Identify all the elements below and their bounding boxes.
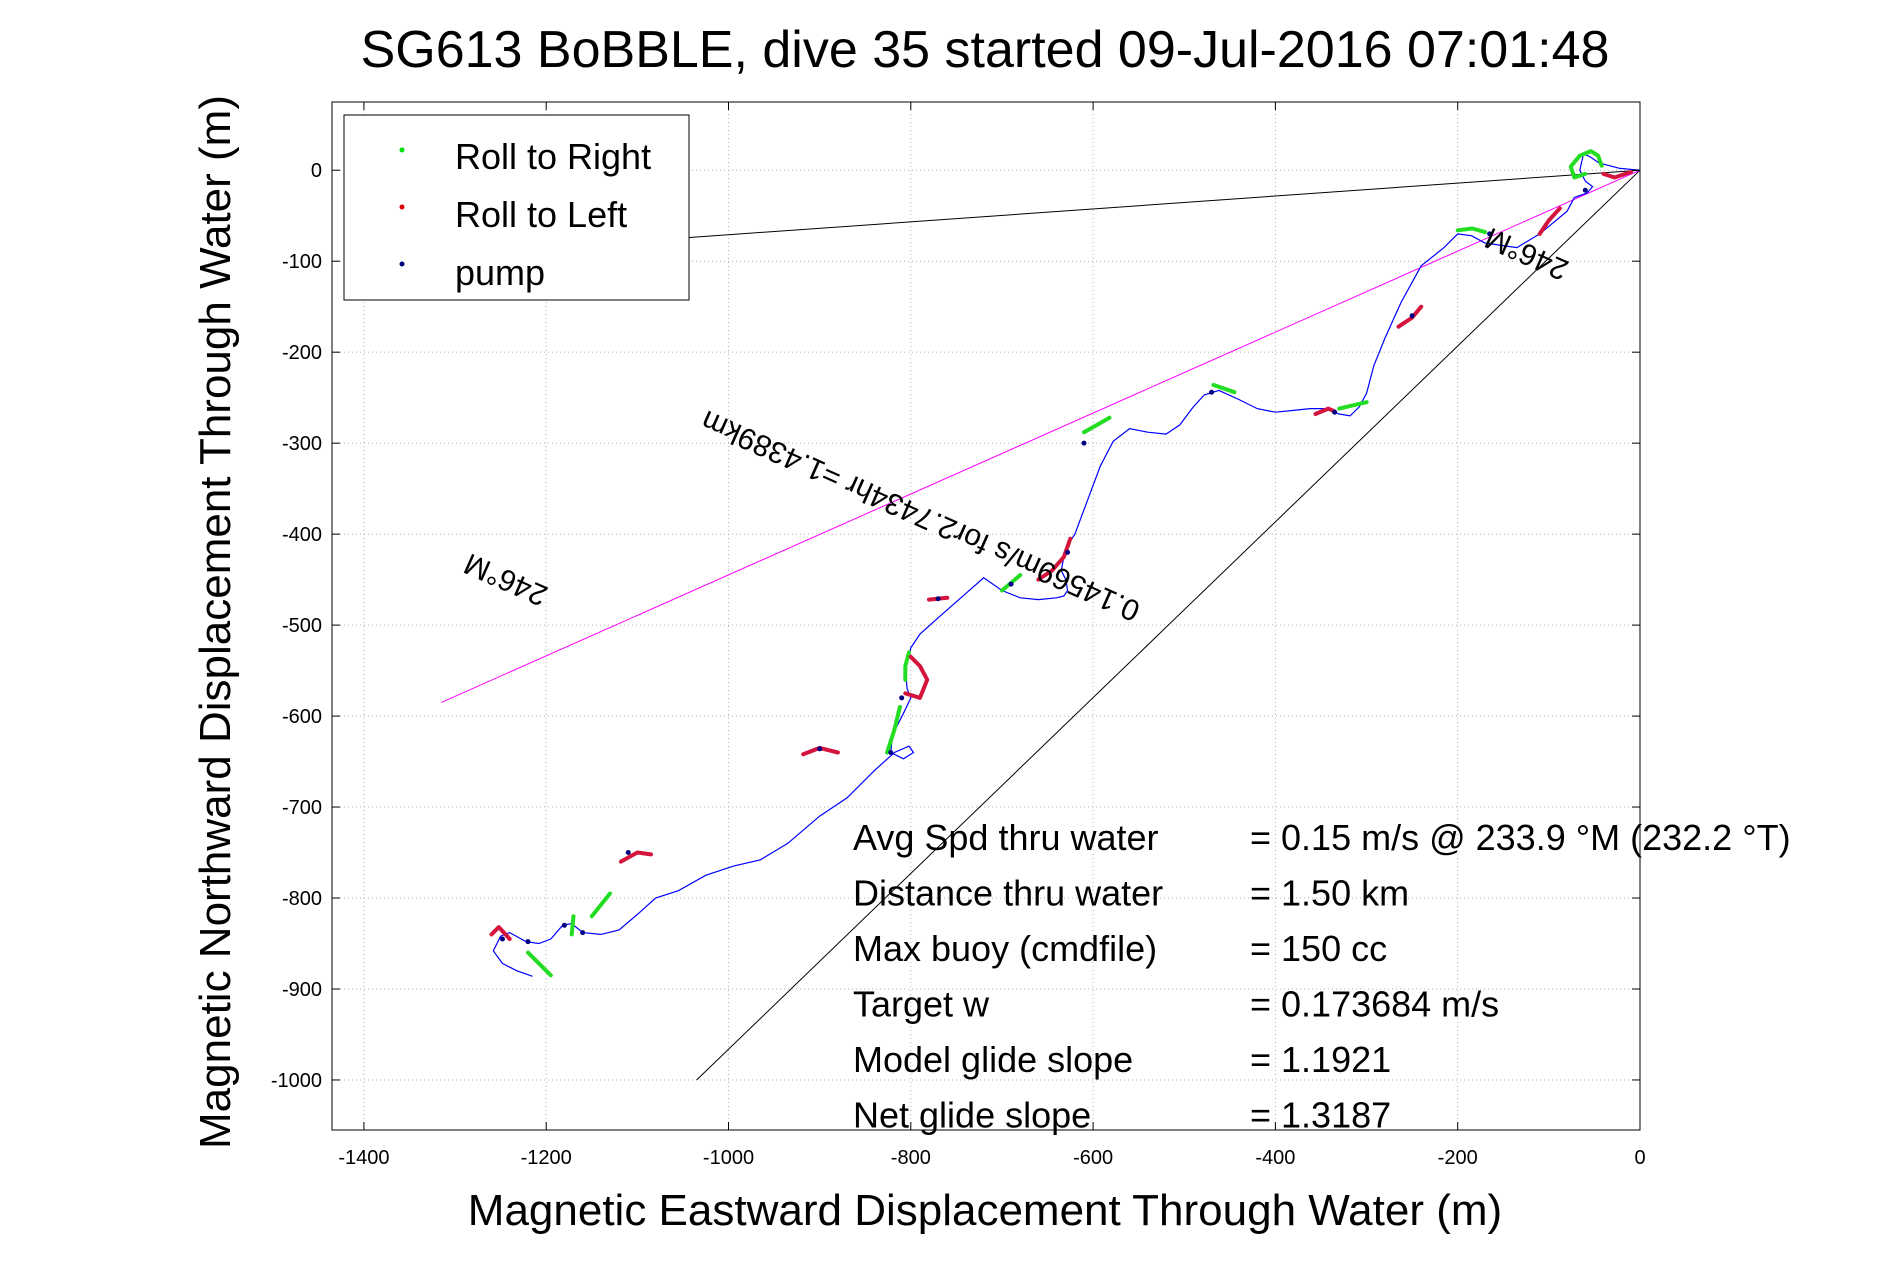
- roll-right-segment: [1211, 382, 1237, 395]
- pump-marker: [1332, 409, 1338, 415]
- pump-marker: [935, 596, 941, 602]
- y-tick-label: -200: [282, 342, 322, 364]
- pump-marker: [1209, 389, 1215, 395]
- x-ticks: -1400 -1200 -1000 -800 -600 -400 -200 0: [338, 102, 1646, 1169]
- y-tick-label: -500: [282, 615, 322, 637]
- y-axis-label: Magnetic Northward Displacement Through …: [191, 95, 240, 1149]
- track-line: [492, 153, 1640, 977]
- roll-right-segment: [1455, 226, 1487, 235]
- stat-value: = 1.3187: [1250, 1095, 1391, 1136]
- y-tick-label: -400: [282, 524, 322, 546]
- axes-frame: [331, 101, 1641, 1131]
- y-tick-label: -300: [282, 433, 322, 455]
- y-tick-label: -1000: [271, 1070, 322, 1092]
- stat-value: = 1.50 km: [1250, 873, 1409, 914]
- pump-marker: [499, 936, 505, 942]
- legend: Roll to Right Roll to Left pump: [343, 114, 690, 301]
- roll-right-segment: [526, 950, 553, 978]
- pump-marker: [625, 850, 631, 856]
- stat-label: Max buoy (cmdfile): [853, 928, 1157, 969]
- roll-segments: [489, 149, 1633, 978]
- reference-line: [675, 169, 1640, 239]
- stat-value: = 0.173684 m/s: [1250, 984, 1499, 1025]
- stat-label: Distance thru water: [853, 873, 1163, 914]
- x-axis-label: Magnetic Eastward Displacement Through W…: [468, 1186, 1502, 1235]
- legend-label-roll-left: Roll to Left: [455, 194, 627, 235]
- y-ticks: 0 -100 -200 -300 -400 -500 -600 -700 -800 -900 -10…: [271, 160, 1640, 1092]
- pump-marker: [580, 930, 586, 936]
- legend-label-pump: pump: [455, 252, 545, 293]
- legend-label-roll-right: Roll to Right: [455, 136, 651, 177]
- y-tick-label: -100: [282, 251, 322, 273]
- legend-swatch-roll-left: [399, 204, 405, 210]
- track-layer: [492, 153, 1640, 977]
- roll-right-segment: [569, 914, 576, 937]
- roll-left-segment: [1537, 206, 1562, 236]
- pump-marker: [1008, 581, 1014, 587]
- heading-annotation: 246°M: [1480, 221, 1573, 287]
- x-tick-label: 0: [1634, 1147, 1645, 1169]
- y-tick-label: 0: [311, 160, 322, 182]
- stat-label: Avg Spd thru water: [853, 817, 1159, 858]
- stat-value: = 150 cc: [1250, 928, 1387, 969]
- roll-left-segment: [618, 850, 653, 864]
- x-tick-label: -400: [1255, 1147, 1295, 1169]
- x-tick-label: -200: [1438, 1147, 1478, 1169]
- y-tick-label: -800: [282, 888, 322, 910]
- roll-right-segment: [1568, 149, 1604, 180]
- x-tick-label: -1400: [338, 1147, 389, 1169]
- pump-marker: [1582, 187, 1588, 193]
- roll-right-segment: [1337, 400, 1369, 411]
- pump-marker: [817, 746, 823, 752]
- pump-markers: [499, 187, 1588, 945]
- legend-swatch-pump: [399, 261, 405, 267]
- legend-swatch-roll-right: [399, 147, 405, 153]
- roll-left-segment: [903, 654, 930, 700]
- roll-right-segment: [885, 705, 902, 755]
- roll-right-segment: [589, 891, 612, 919]
- roll-right-segment: [903, 650, 911, 682]
- pump-marker: [525, 939, 531, 945]
- heading-annotation: 0.14569m/s for2.7434hr =1.4389km: [696, 404, 1144, 628]
- reference-lines: [441, 169, 1640, 1081]
- stat-label: Model glide slope: [853, 1039, 1133, 1080]
- stat-label: Target w: [853, 984, 990, 1025]
- pump-marker: [1487, 231, 1493, 237]
- stat-label: Net glide slope: [853, 1095, 1091, 1136]
- dive-stats: Avg Spd thru water = 0.15 m/s @ 233.9 °M …: [853, 817, 1791, 1136]
- x-tick-label: -1200: [521, 1147, 572, 1169]
- pump-marker: [1065, 549, 1071, 555]
- y-tick-label: -900: [282, 979, 322, 1001]
- pump-marker: [1409, 313, 1415, 319]
- reference-line: [441, 169, 1640, 703]
- y-tick-label: -700: [282, 797, 322, 819]
- stat-value: = 1.1921: [1250, 1039, 1391, 1080]
- roll-left-segment: [1313, 406, 1337, 416]
- pump-marker: [899, 695, 905, 701]
- x-tick-label: -600: [1073, 1147, 1113, 1169]
- roll-left-segment: [1601, 170, 1633, 180]
- chart-title: SG613 BoBBLE, dive 35 started 09-Jul-201…: [361, 21, 1610, 79]
- roll-left-segment: [1036, 536, 1073, 582]
- x-tick-label: -1000: [703, 1147, 754, 1169]
- pump-marker: [1081, 440, 1087, 446]
- heading-annotation: 246°M: [459, 546, 552, 612]
- x-tick-label: -800: [891, 1147, 931, 1169]
- pump-marker: [561, 922, 567, 928]
- reference-line: [696, 169, 1640, 1081]
- roll-right-segment: [1082, 415, 1112, 435]
- stat-value: = 0.15 m/s @ 233.9 °M (232.2 °T): [1250, 817, 1791, 858]
- roll-left-segment: [489, 925, 512, 941]
- y-tick-label: -600: [282, 706, 322, 728]
- pump-marker: [888, 749, 894, 755]
